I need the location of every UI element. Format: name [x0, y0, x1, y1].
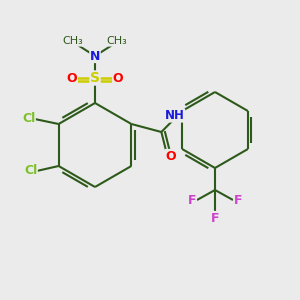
Text: F: F — [234, 194, 242, 206]
Text: O: O — [67, 71, 77, 85]
Text: N: N — [90, 50, 100, 62]
Text: CH₃: CH₃ — [106, 36, 128, 46]
Text: F: F — [211, 212, 219, 224]
Text: Cl: Cl — [22, 112, 35, 124]
Text: S: S — [90, 71, 100, 85]
Text: CH₃: CH₃ — [63, 36, 83, 46]
Text: Cl: Cl — [24, 164, 37, 178]
Text: O: O — [165, 149, 176, 163]
Text: NH: NH — [165, 109, 185, 122]
Text: O: O — [113, 71, 123, 85]
Text: F: F — [188, 194, 196, 206]
